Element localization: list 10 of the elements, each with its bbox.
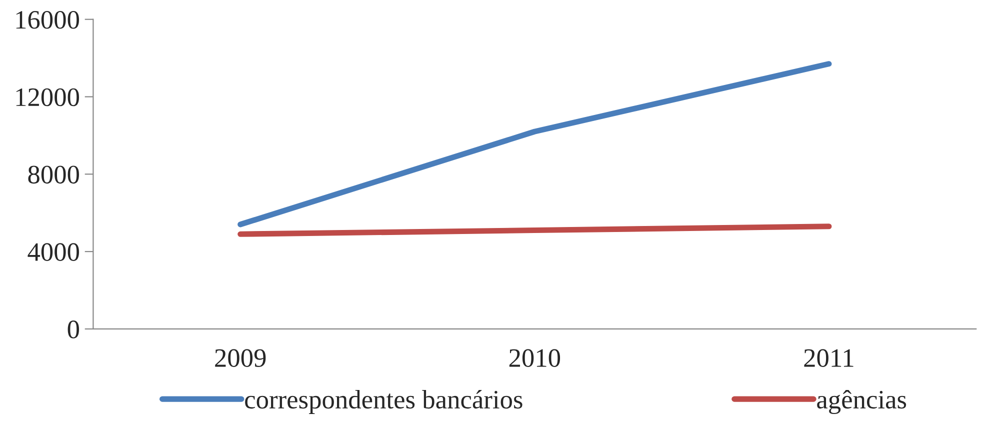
y-tick-label: 4000 — [28, 243, 79, 261]
x-tick-label: 2011 — [804, 349, 854, 367]
legend-label: correspondentes bancários — [245, 390, 522, 414]
y-tick-label: 8000 — [28, 166, 79, 184]
x-tick-label: 2010 — [509, 349, 560, 367]
y-tick-label: 16000 — [16, 10, 79, 29]
y-tick-label: 12000 — [16, 88, 79, 106]
legend-label: agências — [817, 390, 906, 414]
x-tick-label: 2009 — [215, 349, 266, 367]
y-tick-label: 0 — [68, 320, 79, 338]
